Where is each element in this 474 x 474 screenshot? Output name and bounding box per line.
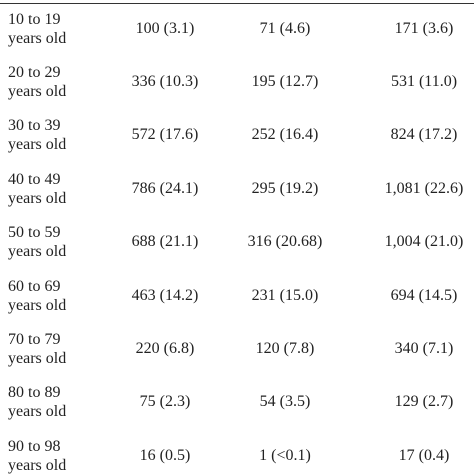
table-cell: 231 (15.0): [251, 286, 319, 304]
table-row: 60 to 69 years old 463 (14.2) 231 (15.0) 694…: [0, 269, 474, 322]
table-cell: 252 (16.4): [251, 126, 319, 144]
table-cell: 694 (14.5): [390, 286, 458, 304]
table-cell: 340 (7.1): [394, 339, 454, 357]
row-label-line: 90 to 98: [8, 437, 61, 455]
row-label-line: years old: [8, 189, 67, 207]
table-cell: 100 (3.1): [135, 19, 195, 37]
table-cell: 17 (0.4): [398, 446, 450, 464]
table-cell: 463 (14.2): [131, 286, 199, 304]
row-label-line: 70 to 79: [8, 330, 61, 348]
row-label-line: years old: [8, 82, 67, 100]
row-label-line: 20 to 29: [8, 63, 61, 81]
table-cell: 129 (2.7): [394, 393, 454, 411]
row-label-line: 40 to 49: [8, 170, 61, 188]
table-row: 80 to 89 years old 75 (2.3) 54 (3.5) 129 (2.…: [0, 376, 474, 429]
row-label: 60 to 69 years old: [8, 277, 66, 315]
row-label: 30 to 39 years old: [8, 116, 66, 154]
table-cell: 688 (21.1): [131, 233, 199, 251]
table-row: 30 to 39 years old 572 (17.6) 252 (16.4) 824…: [0, 109, 474, 162]
table-cell: 295 (19.2): [251, 179, 319, 197]
table-cell: 316 (20.68): [247, 233, 323, 251]
table-cell: 54 (3.5): [259, 393, 311, 411]
table-cell: 336 (10.3): [131, 72, 199, 90]
table-cell: 824 (17.2): [390, 126, 458, 144]
row-label-line: 50 to 59: [8, 224, 61, 242]
row-label-line: years old: [8, 296, 67, 314]
table-row: 10 to 19 years old 100 (3.1) 71 (4.6) 171 (3…: [0, 2, 474, 55]
row-label: 80 to 89 years old: [8, 383, 66, 421]
table-cell: 1,004 (21.0): [384, 233, 464, 251]
row-label: 70 to 79 years old: [8, 330, 66, 368]
row-label-line: years old: [8, 403, 67, 421]
table-row: 70 to 79 years old 220 (6.8) 120 (7.8) 340 (…: [0, 322, 474, 375]
table-cell: 71 (4.6): [259, 19, 311, 37]
row-label-line: 10 to 19: [8, 10, 61, 28]
row-label-line: 80 to 89: [8, 384, 61, 402]
row-label: 50 to 59 years old: [8, 223, 66, 261]
table-cell: 171 (3.6): [394, 19, 454, 37]
row-label: 20 to 29 years old: [8, 63, 66, 101]
row-label: 10 to 19 years old: [8, 10, 66, 48]
row-label-line: years old: [8, 29, 67, 47]
top-rule: [0, 3, 474, 4]
row-label-line: years old: [8, 136, 67, 154]
table-row: 90 to 98 years old 16 (0.5) 1 (<0.1) 17 (0.4…: [0, 429, 474, 474]
table-cell: 195 (12.7): [251, 72, 319, 90]
row-label-line: years old: [8, 349, 67, 367]
table-cell: 120 (7.8): [255, 339, 315, 357]
table-cell: 220 (6.8): [135, 339, 195, 357]
row-label: 40 to 49 years old: [8, 170, 66, 208]
table-cell: 1,081 (22.6): [384, 179, 464, 197]
table-cell: 786 (24.1): [131, 179, 199, 197]
table-cell: 572 (17.6): [131, 126, 199, 144]
table-row: 40 to 49 years old 786 (24.1) 295 (19.2) 1,0…: [0, 162, 474, 215]
table-cell: 16 (0.5): [139, 446, 191, 464]
row-label-line: 30 to 39: [8, 117, 61, 135]
row-label-line: years old: [8, 243, 67, 261]
row-label-line: 60 to 69: [8, 277, 61, 295]
row-label: 90 to 98 years old: [8, 437, 66, 474]
table-cell: 75 (2.3): [139, 393, 191, 411]
table-cell: 1 (<0.1): [259, 446, 311, 464]
table-cell: 531 (11.0): [390, 72, 458, 90]
row-label-line: years old: [8, 456, 67, 474]
table-row: 20 to 29 years old 336 (10.3) 195 (12.7) 531…: [0, 55, 474, 108]
table-row: 50 to 59 years old 688 (21.1) 316 (20.68) 1,…: [0, 216, 474, 269]
